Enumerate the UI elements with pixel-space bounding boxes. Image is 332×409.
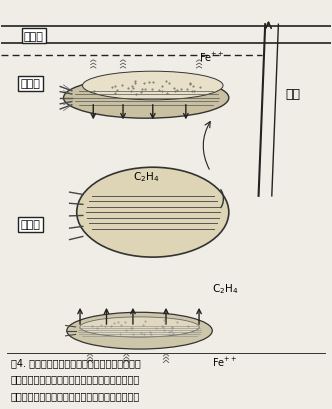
Ellipse shape bbox=[67, 312, 212, 349]
Text: Fe$^{++}$: Fe$^{++}$ bbox=[212, 355, 238, 368]
Text: 図4. 水稲の種子の湛水土壌中における出芽過程: 図4. 水稲の種子の湛水土壌中における出芽過程 bbox=[11, 357, 140, 367]
Ellipse shape bbox=[80, 317, 199, 337]
Text: Fe$^{++}$: Fe$^{++}$ bbox=[199, 51, 225, 64]
Text: 酸化層: 酸化層 bbox=[21, 79, 41, 89]
Text: C$_2$H$_4$: C$_2$H$_4$ bbox=[212, 281, 239, 295]
Text: チレンが生成され、鞘葉の伸長が促進される。: チレンが生成され、鞘葉の伸長が促進される。 bbox=[11, 390, 140, 400]
Ellipse shape bbox=[63, 78, 229, 119]
Text: C$_2$H$_4$: C$_2$H$_4$ bbox=[133, 170, 159, 184]
Text: 地表水: 地表水 bbox=[24, 31, 44, 42]
Text: 鞘葉: 鞘葉 bbox=[285, 88, 300, 101]
Ellipse shape bbox=[77, 168, 229, 258]
Ellipse shape bbox=[83, 72, 223, 101]
Text: 還元層: 還元層 bbox=[21, 220, 41, 230]
Text: の模式図（仮説）。２価鉄は籾殻と反応し、エ: の模式図（仮説）。２価鉄は籾殻と反応し、エ bbox=[11, 374, 140, 384]
